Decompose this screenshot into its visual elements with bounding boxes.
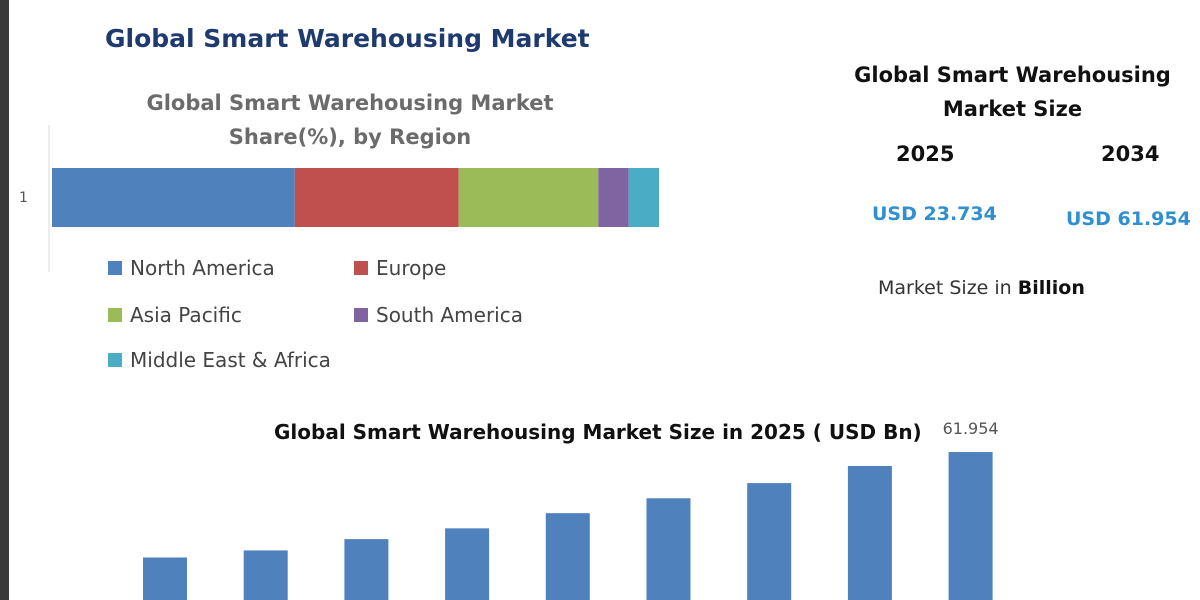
share-chart-title-line1: Global Smart Warehousing Market <box>146 91 554 115</box>
unit-bold: Billion <box>1017 277 1085 299</box>
unit-note: Market Size in Billion <box>878 277 1085 299</box>
market-size-title-line1: Global Smart Warehousing <box>854 63 1171 87</box>
share-chart-title: Global Smart Warehousing Market Share(%)… <box>115 86 585 154</box>
market-size-bar <box>445 528 490 600</box>
market-size-bar <box>646 498 691 600</box>
market-size-bar <box>847 465 892 600</box>
legend-swatch-south-america <box>354 308 368 322</box>
market-size-bar <box>344 539 389 600</box>
year-start: 2025 <box>896 142 955 166</box>
legend-item-middle-east-africa: Middle East & Africa <box>108 348 331 372</box>
main-title: Global Smart Warehousing Market <box>105 24 590 53</box>
value-start: USD 23.734 <box>872 203 997 225</box>
legend-item-asia-pacific: Asia Pacific <box>108 303 242 327</box>
legend-swatch-europe <box>354 261 368 275</box>
bar-data-label-last: 61.954 <box>943 419 999 438</box>
legend-item-south-america: South America <box>354 303 523 327</box>
share-segment-south-america <box>598 168 629 227</box>
legend-item-europe: Europe <box>354 256 446 280</box>
share-chart: 1 <box>19 125 659 272</box>
market-size-title-line2: Market Size <box>942 97 1083 121</box>
market-size-bar <box>545 513 590 600</box>
legend-swatch-middle-east-africa <box>108 353 122 367</box>
share-segment-asia-pacific <box>458 168 599 227</box>
legend-swatch-north-america <box>108 261 122 275</box>
market-size-bar <box>143 557 187 600</box>
unit-prefix: Market Size in <box>878 277 1012 299</box>
legend-label-north-america: North America <box>130 256 275 280</box>
left-border <box>0 0 9 600</box>
legend-item-north-america: North America <box>108 256 275 280</box>
legend-label-asia-pacific: Asia Pacific <box>130 303 242 327</box>
bar-chart-title: Global Smart Warehousing Market Size in … <box>274 420 922 444</box>
legend-label-south-america: South America <box>376 303 523 327</box>
share-segment-europe <box>294 168 459 227</box>
share-category-label: 1 <box>19 190 28 206</box>
legend-label-middle-east-africa: Middle East & Africa <box>130 348 331 372</box>
market-size-bar <box>243 550 288 600</box>
legend-label-europe: Europe <box>376 256 447 280</box>
market-size-bar <box>747 483 792 600</box>
market-size-bar <box>948 452 993 600</box>
bar-series <box>143 452 993 600</box>
market-size-title: Global Smart Warehousing Market Size <box>845 58 1180 126</box>
share-chart-title-line2: Share(%), by Region <box>228 125 472 149</box>
value-end: USD 61.954 <box>1066 208 1191 230</box>
share-segment-north-america <box>52 168 295 227</box>
share-bar <box>52 168 659 227</box>
legend-swatch-asia-pacific <box>108 308 122 322</box>
share-segment-middle-east-africa <box>628 168 659 227</box>
year-end: 2034 <box>1101 142 1160 166</box>
